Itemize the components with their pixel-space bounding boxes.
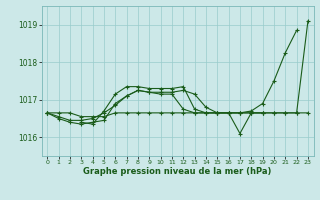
X-axis label: Graphe pression niveau de la mer (hPa): Graphe pression niveau de la mer (hPa) xyxy=(84,167,272,176)
